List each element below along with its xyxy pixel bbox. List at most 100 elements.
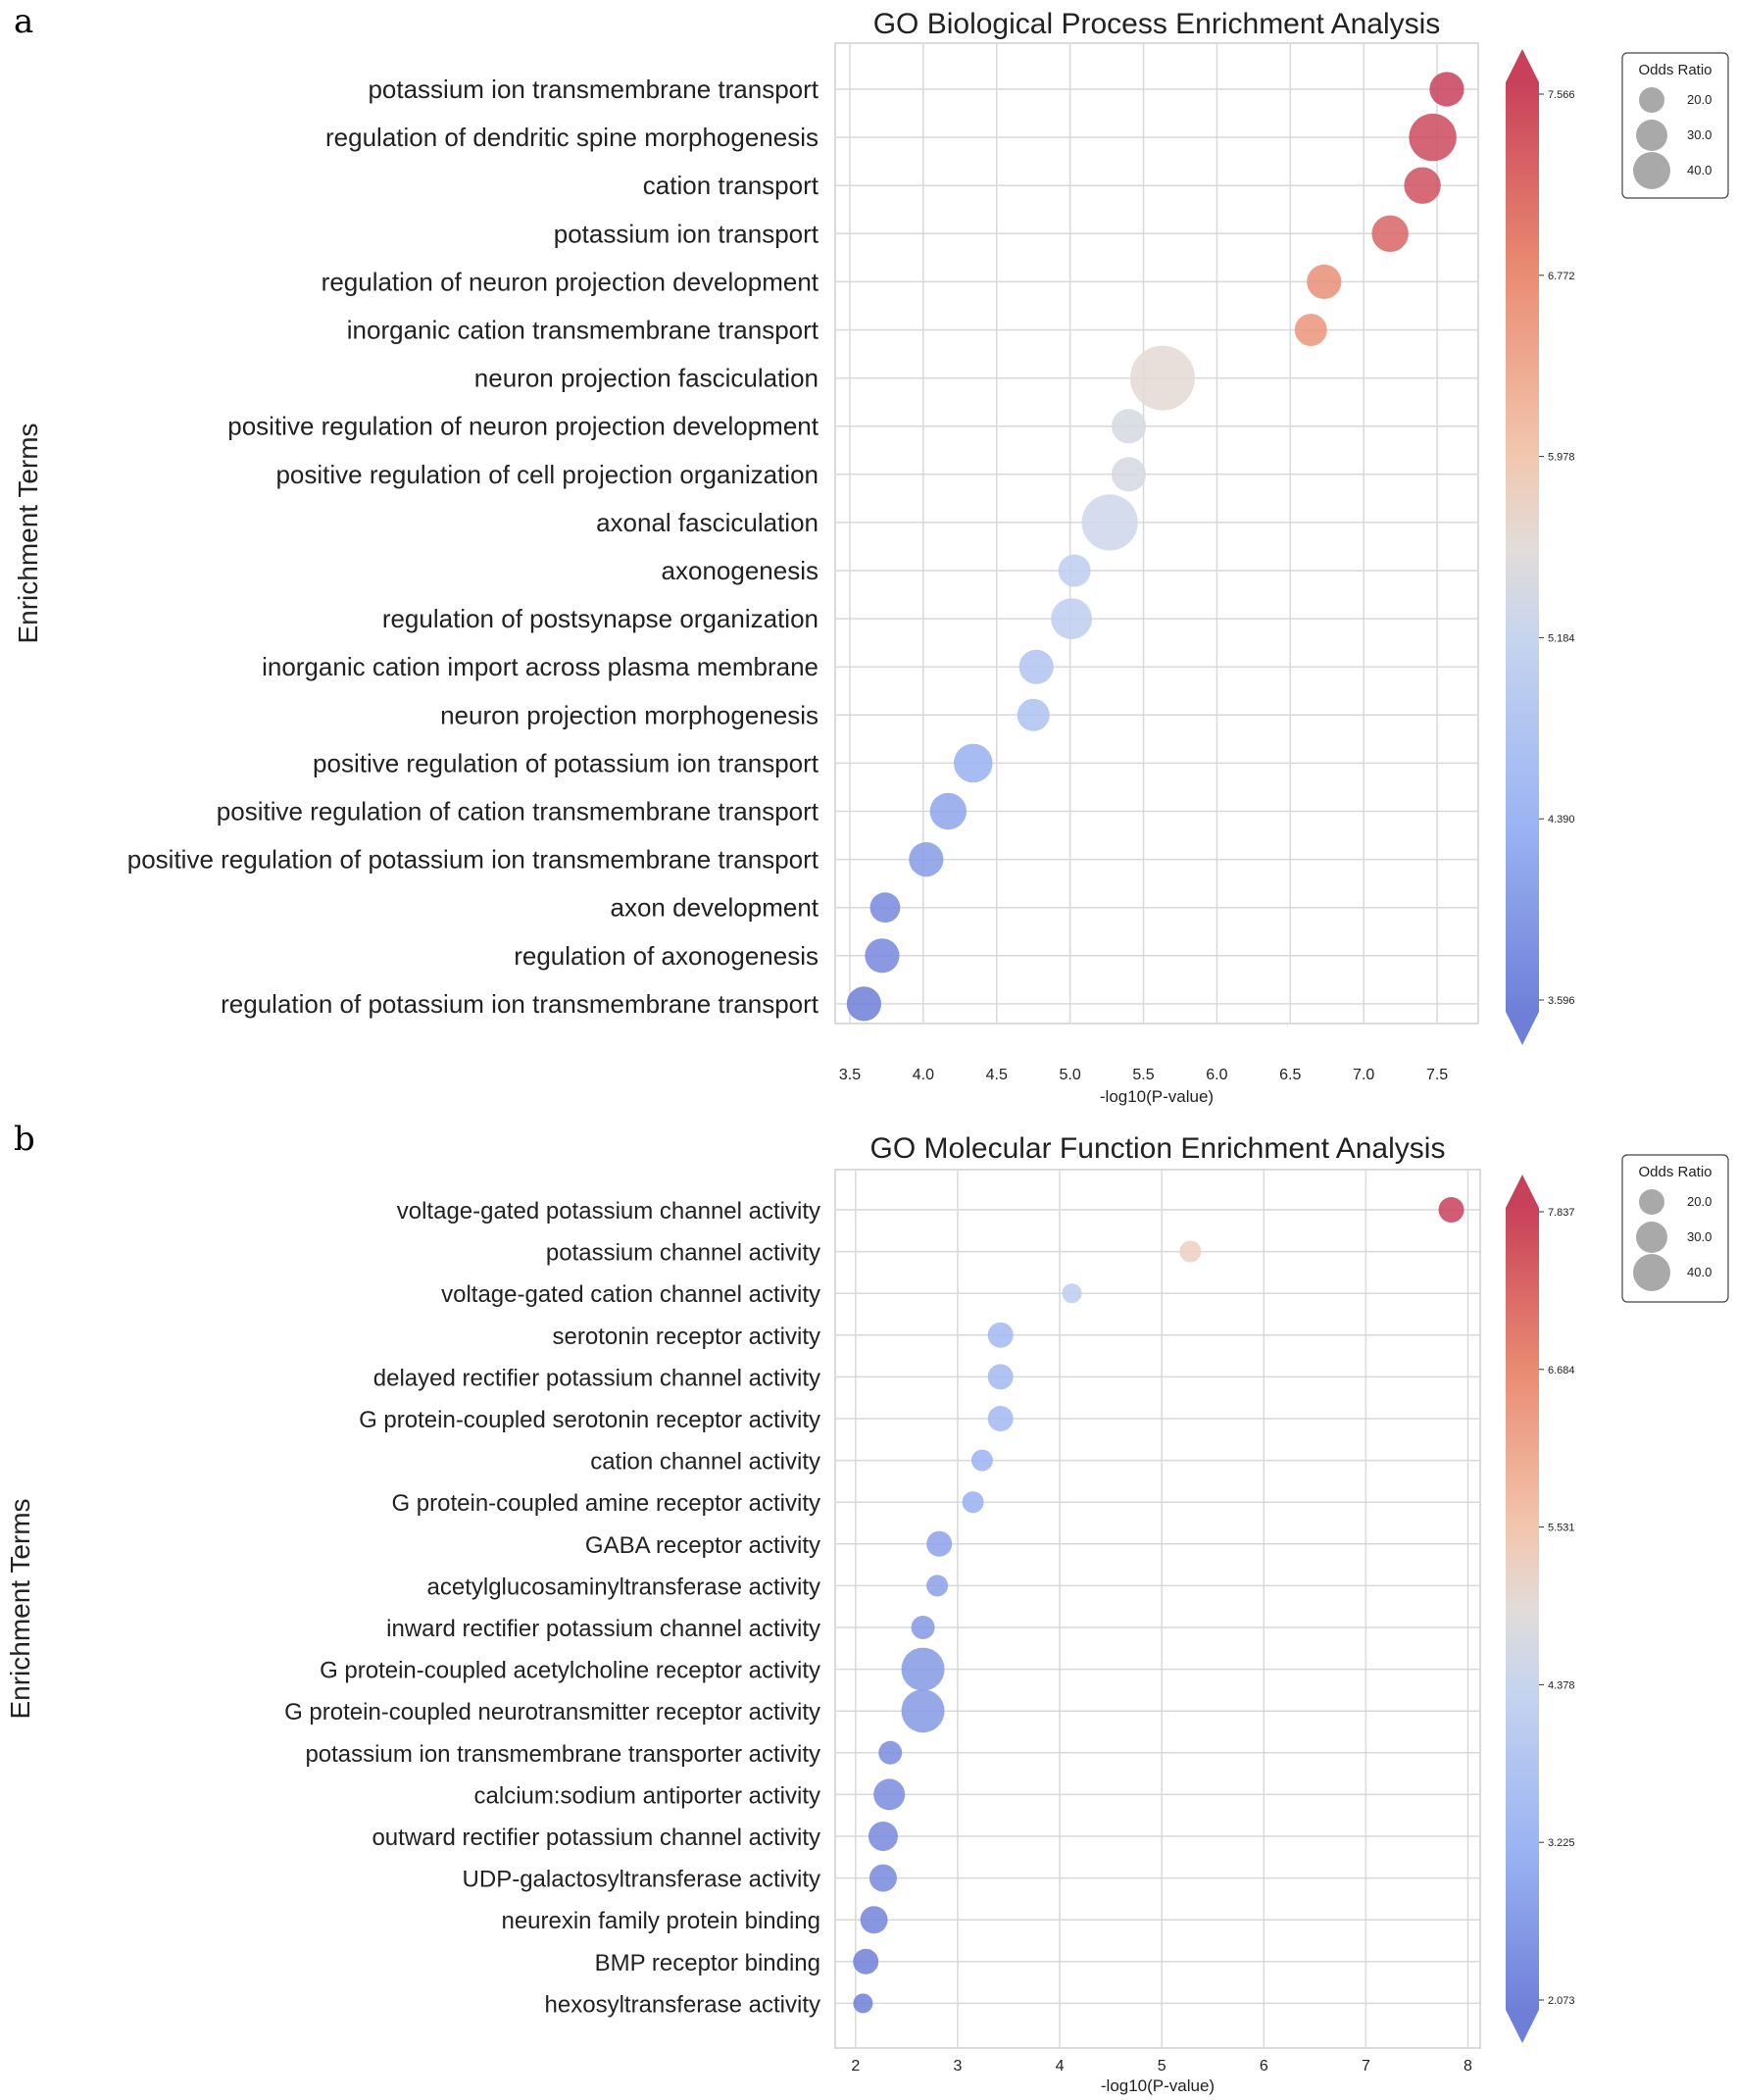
x-tick-label: 6 [1260,2058,1268,2075]
term-label: potassium channel activity [546,1240,820,1267]
term-label: regulation of dendritic spine morphogene… [325,123,819,152]
x-tick-label: 8 [1464,2058,1472,2075]
legend-marker [1633,1254,1670,1291]
data-point [929,792,968,830]
term-label: potassium ion transmembrane transporter … [305,1741,820,1768]
colorbar-tick-label: 5.184 [1548,632,1575,644]
x-tick-label: 4 [1056,2058,1065,2075]
colorbar-tick-label: 7.566 [1548,89,1575,101]
term-label: voltage-gated potassium channel activity [397,1198,820,1225]
x-tick-label: 2 [851,2058,860,2075]
term-label: positive regulation of cell projection o… [275,460,819,489]
colorbar-tick-label: 6.684 [1548,1365,1575,1376]
data-point [987,1364,1014,1390]
term-label: serotonin receptor activity [553,1324,820,1350]
data-point [1294,314,1327,346]
term-label: G protein-coupled acetylcholine receptor… [320,1658,820,1684]
term-label: GABA receptor activity [585,1532,820,1559]
x-tick-label: 3 [953,2058,962,2075]
data-point [1058,554,1091,587]
data-point [911,1616,935,1639]
x-tick-label: 4.0 [913,1067,934,1083]
data-point [1129,345,1195,411]
colorbar-tick-label: 7.837 [1548,1207,1575,1219]
data-point [962,1491,984,1514]
legend-label: 40.0 [1687,163,1712,177]
colorbar-min-extension [1506,2010,1539,2043]
data-point [878,1740,903,1765]
x-tick-label: 6.0 [1206,1067,1227,1083]
data-point [846,986,881,1022]
plot-area [834,1169,1481,2049]
term-label: BMP receptor binding [595,1950,820,1976]
legend-marker [1639,1189,1664,1215]
panel-letter-b: b [14,1120,35,1159]
data-point [987,1322,1014,1348]
data-point [909,842,944,877]
colorbar-tick-label: 4.390 [1548,814,1575,825]
term-label: hexosyltransferase activity [545,1991,820,2018]
legend-marker [1636,120,1667,151]
term-label: G protein-coupled neurotransmitter recep… [284,1699,820,1725]
term-label: neuron projection fasciculation [474,364,819,393]
legend-label: 20.0 [1687,92,1712,107]
term-label: outward rectifier potassium channel acti… [372,1825,820,1851]
term-label: calcium:sodium antiporter activity [474,1782,820,1809]
x-axis-label: -log10(P-value) [1101,2076,1215,2095]
data-point [1179,1240,1202,1263]
data-point [1111,457,1147,492]
data-point [901,1689,945,1733]
x-tick-label: 7.5 [1426,1067,1448,1083]
term-label: G protein-coupled serotonin receptor act… [359,1407,820,1433]
term-label: inorganic cation import across plasma me… [262,652,819,681]
chart-title-a: GO Biological Process Enrichment Analysi… [873,8,1441,40]
term-label: potassium ion transmembrane transport [368,75,819,104]
legend-marker [1636,1222,1667,1253]
data-point [860,1906,888,1934]
data-point [873,1778,906,1811]
term-label: positive regulation of cation transmembr… [217,797,819,826]
colorbar-tick-label: 3.596 [1548,995,1575,1007]
term-label: axon development [611,893,819,923]
panel-a-bubble-chart: GO Biological Process Enrichment Analysi… [13,8,1729,1106]
term-label: positive regulation of neuron projection… [227,412,819,441]
data-point [953,743,993,783]
term-label: voltage-gated cation channel activity [441,1281,820,1308]
x-axis-label: -log10(P-value) [1100,1087,1214,1106]
x-tick-label: 7.0 [1353,1067,1374,1083]
term-label: neurexin family protein binding [501,1908,820,1934]
y-axis-label: Enrichment Terms [13,423,43,643]
legend-label: 40.0 [1687,1265,1712,1279]
colorbar-tick-label: 5.531 [1548,1523,1575,1534]
legend-title: Odds Ratio [1638,1164,1712,1180]
x-tick-label: 5.5 [1132,1067,1154,1083]
colorbar [1506,1208,1539,2010]
term-label: inward rectifier potassium channel activ… [386,1616,820,1642]
plot-area [834,42,1479,1025]
term-label: delayed rectifier potassium channel acti… [373,1365,820,1391]
data-point [853,1948,879,1975]
data-point [1371,215,1409,252]
x-tick-label: 5 [1158,2058,1166,2075]
legend-marker [1639,87,1664,113]
term-label: positive regulation of potassium ion tra… [127,845,819,875]
data-point [868,1822,898,1851]
x-tick-label: 3.5 [839,1067,861,1083]
colorbar-max-extension [1506,49,1539,82]
colorbar [1506,82,1539,1012]
colorbar-tick-label: 4.378 [1548,1679,1575,1691]
data-point [926,1575,949,1597]
x-tick-label: 4.5 [986,1067,1008,1083]
term-label: cation channel activity [590,1449,820,1475]
legend-title: Odds Ratio [1638,62,1712,78]
data-point [987,1406,1014,1431]
term-label: cation transport [643,171,819,200]
x-tick-label: 6.5 [1279,1067,1301,1083]
data-point [1081,494,1138,551]
data-point [869,892,901,924]
legend-label: 20.0 [1687,1194,1712,1209]
colorbar-max-extension [1506,1175,1539,1208]
data-point [1017,698,1050,731]
term-label: inorganic cation transmembrane transport [347,316,819,345]
